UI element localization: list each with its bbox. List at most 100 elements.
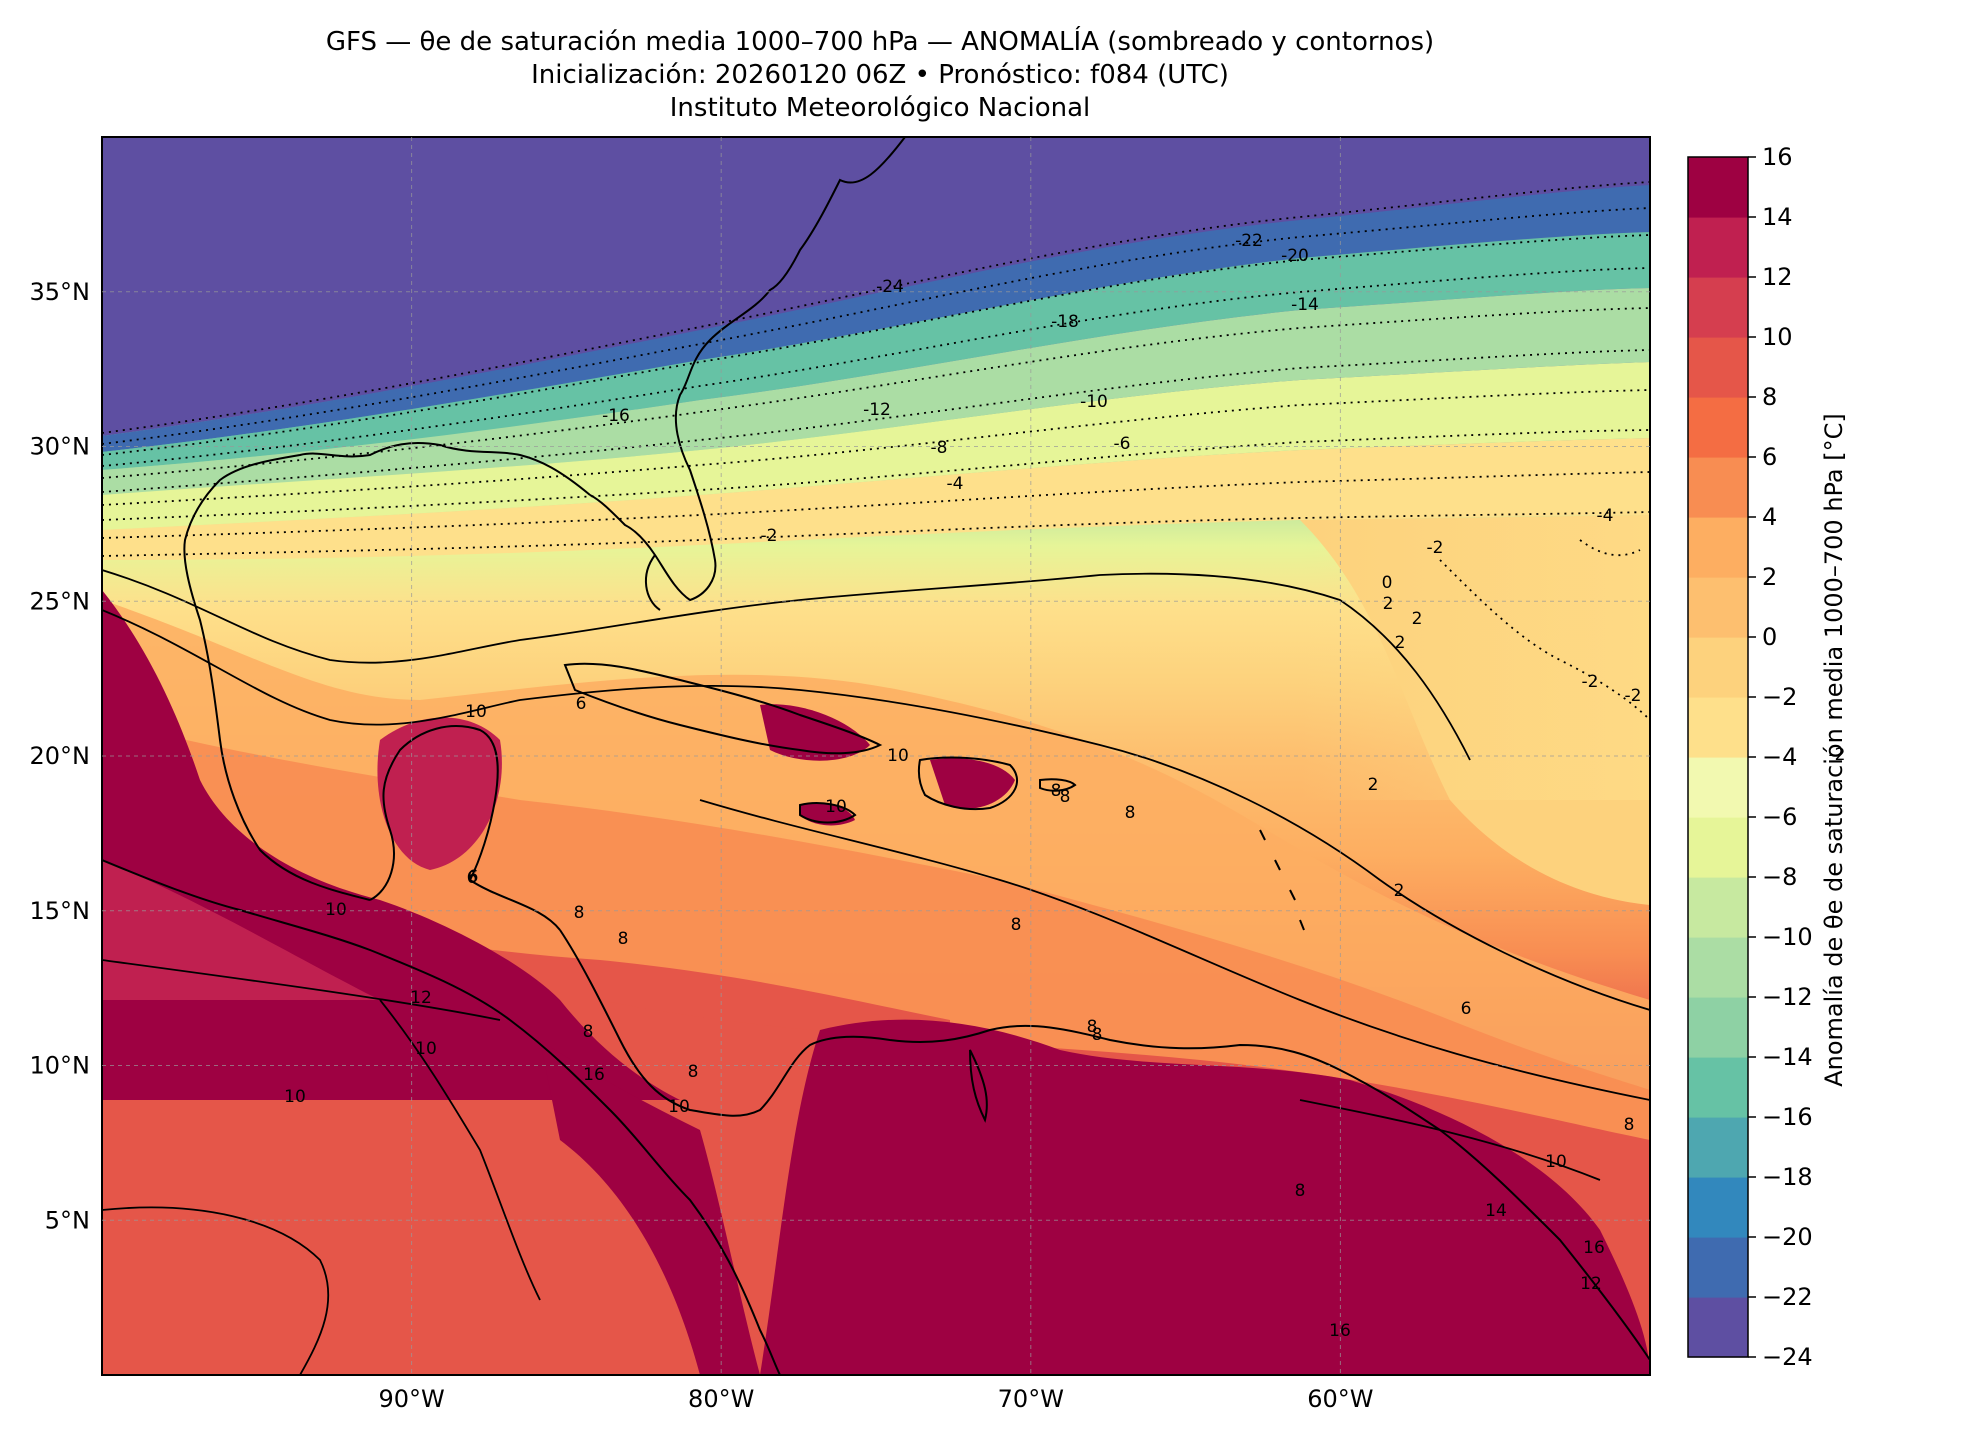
- colorbar-tick-label: −8: [1762, 863, 1797, 891]
- contour-label: 6: [1461, 999, 1472, 1019]
- contour-label: 16: [1583, 1238, 1605, 1258]
- colorbar-tick-label: 8: [1762, 383, 1777, 411]
- contour-label: 0: [1382, 573, 1393, 593]
- colorbar-segment: [1688, 1237, 1748, 1298]
- colorbar-ticks: 16 14 12 10 8 6 4 2 0 −2 −4 −6 −8 −10 −12 −14 −16 −18 −20 −…: [1748, 143, 1813, 1371]
- colorbar-tick-label: 4: [1762, 503, 1777, 531]
- colorbar-tick-label: −16: [1762, 1103, 1813, 1131]
- contour-label: 8: [1060, 787, 1071, 807]
- contour-label: 8: [688, 1062, 699, 1082]
- map-title-block: GFS — θe de saturación media 1000–700 hP…: [0, 26, 1760, 125]
- colorbar-segment: [1688, 997, 1748, 1058]
- lat-tick-label: 30°N: [30, 433, 91, 461]
- contour-label: 8: [1092, 1025, 1103, 1045]
- coastlines: [102, 137, 1650, 1375]
- colorbar-segment: [1688, 757, 1748, 818]
- contour-label: 2: [1383, 594, 1394, 614]
- contour-label: 10: [1545, 1152, 1567, 1172]
- contour-label: 8: [1125, 803, 1136, 823]
- contour-labels: -24-22-20-18-16-14-12 -10-8 -6-4-2-2-2-2-2…: [284, 231, 1845, 1341]
- colorbar-tick-label: 12: [1762, 263, 1793, 291]
- colorbar-segment: [1688, 817, 1748, 878]
- colorbar-tick-label: 14: [1762, 203, 1793, 231]
- contour-label: -8: [931, 438, 948, 458]
- colorbar-segment: [1688, 937, 1748, 998]
- colorbar-tick-label: −10: [1762, 923, 1813, 951]
- initialization-info: Inicialización: 20260120 06Z • Pronóstic…: [531, 60, 1229, 90]
- lon-tick-label: 80°W: [688, 1385, 754, 1413]
- colorbar-segment: [1688, 1177, 1748, 1238]
- colorbar-tick-label: −14: [1762, 1043, 1813, 1071]
- contour-label: -20: [1281, 246, 1309, 266]
- contour-label: 8: [1624, 1115, 1635, 1135]
- contour-label: 10: [415, 1039, 437, 1059]
- contour-label: 8: [1295, 1181, 1306, 1201]
- longitude-ticks: 90°W 80°W 70°W 60°W: [378, 1385, 1373, 1413]
- colorbar-segment: [1688, 697, 1748, 758]
- latitude-ticks: 35°N 30°N 25°N 20°N 15°N 10°N 5°N: [30, 278, 91, 1235]
- contour-label: 16: [1329, 1321, 1351, 1341]
- lat-tick-label: 25°N: [30, 587, 91, 615]
- contour-label: 2: [1394, 881, 1405, 901]
- contour-label: 8: [1087, 1017, 1098, 1037]
- contour-label: -4: [1597, 506, 1614, 526]
- contour-label: -16: [602, 406, 630, 426]
- positive-contours: [102, 569, 1650, 1375]
- contour-label: 10: [825, 797, 847, 817]
- contour-label: 10: [325, 900, 347, 920]
- contour-label: 2: [1395, 633, 1406, 653]
- colorbar-tick-label: −18: [1762, 1163, 1813, 1191]
- contour-label: 6: [468, 867, 479, 887]
- contour-label: -2: [1427, 538, 1444, 558]
- contour-label: 8: [1051, 781, 1062, 801]
- colorbar-tick-label: 0: [1762, 623, 1777, 651]
- colorbar-tick-label: 16: [1762, 143, 1793, 171]
- lat-tick-label: 35°N: [30, 278, 91, 306]
- contour-label: 10: [284, 1087, 306, 1107]
- contour-label: 10: [887, 746, 909, 766]
- colorbar-tick-label: 10: [1762, 323, 1793, 351]
- colorbar-segment: [1688, 157, 1748, 218]
- colorbar-segment: [1688, 1297, 1748, 1358]
- lat-tick-label: 10°N: [30, 1052, 91, 1080]
- lat-tick-label: 5°N: [45, 1206, 90, 1234]
- map-title: GFS — θe de saturación media 1000–700 hP…: [325, 27, 1435, 57]
- colorbar-segment: [1688, 337, 1748, 398]
- lat-tick-label: 15°N: [30, 897, 91, 925]
- colorbar-tick-label: −22: [1762, 1283, 1813, 1311]
- contour-label: -2: [1582, 672, 1599, 692]
- institution-name: Instituto Meteorológico Nacional: [669, 93, 1091, 123]
- colorbar-tick-label: −20: [1762, 1223, 1813, 1251]
- contour-label: 6: [576, 694, 587, 714]
- contour-label: 10: [465, 702, 487, 722]
- contour-label: -2: [1625, 686, 1642, 706]
- contour-label: 10: [668, 1097, 690, 1117]
- contour-label: 2: [1368, 775, 1379, 795]
- colorbar-segment: [1688, 877, 1748, 938]
- contour-label: 8: [618, 929, 629, 949]
- contour-label: 2: [1412, 609, 1423, 629]
- colorbar-tick-label: −4: [1762, 743, 1797, 771]
- contour-label: 8: [583, 1022, 594, 1042]
- negative-contours: [102, 181, 1650, 721]
- lon-tick-label: 90°W: [378, 1385, 444, 1413]
- contour-label: -24: [876, 277, 904, 297]
- contour-label: 14: [1485, 1201, 1507, 1221]
- contour-label: 12: [410, 988, 432, 1008]
- lon-tick-label: 60°W: [1307, 1385, 1373, 1413]
- contour-label: 8: [574, 903, 585, 923]
- colorbar: [1687, 156, 1749, 1358]
- colorbar-segment: [1688, 277, 1748, 338]
- lat-tick-label: 20°N: [30, 742, 91, 770]
- contour-label: -2: [1829, 745, 1846, 765]
- colorbar-segment: [1688, 1057, 1748, 1118]
- colorbar-segment: [1688, 1117, 1748, 1178]
- contour-label: 8: [1011, 915, 1022, 935]
- colorbar-segment: [1688, 577, 1748, 638]
- colorbar-tick-label: −2: [1762, 683, 1797, 711]
- contour-label: -22: [1235, 231, 1263, 251]
- colorbar-segment: [1688, 397, 1748, 458]
- contour-label: -12: [863, 400, 891, 420]
- contour-label: -14: [1291, 295, 1319, 315]
